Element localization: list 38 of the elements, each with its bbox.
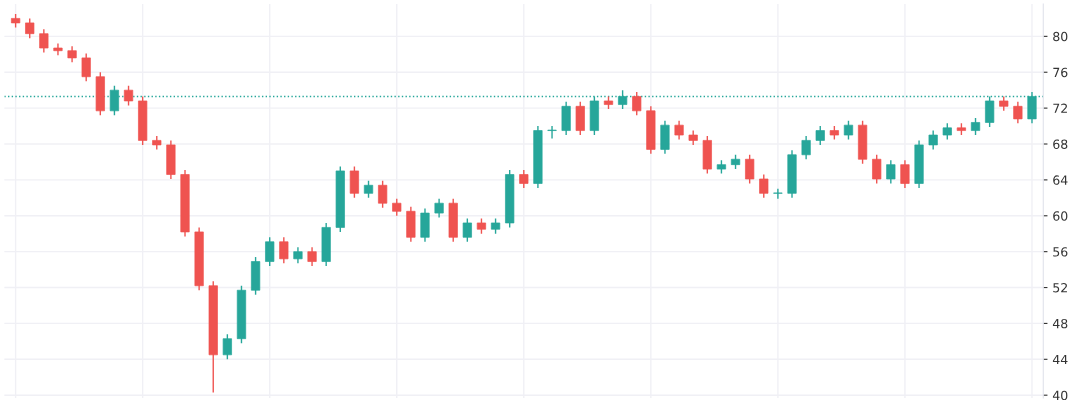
y-tick-label: 60 (1053, 211, 1068, 221)
candlestick (674, 119, 684, 141)
candlestick (81, 52, 91, 82)
y-tick-label: 64 (1053, 175, 1068, 185)
y-tick-label: 52 (1053, 283, 1067, 293)
candlestick (123, 84, 134, 107)
candlestick (349, 165, 359, 199)
candlestick (39, 28, 49, 54)
candlestick (632, 91, 642, 116)
candlestick (759, 173, 769, 199)
candlestick (900, 159, 910, 189)
y-tick-label: 44 (1052, 354, 1068, 365)
candlestick (222, 333, 232, 361)
y-tick-label: 76 (1053, 67, 1068, 78)
y-tick-label: 68 (1053, 139, 1068, 149)
candlestick (815, 125, 825, 146)
candlestick (745, 154, 755, 185)
candlestick (307, 246, 317, 267)
candlestick (25, 17, 35, 39)
y-tick-label: 40 (1052, 390, 1068, 401)
y-tick-label: 56 (1053, 247, 1068, 257)
candlestick (1027, 91, 1037, 125)
candlestick (265, 236, 275, 267)
candlestick (801, 135, 811, 160)
candlestick (378, 180, 388, 209)
candlestick (279, 236, 289, 265)
candlestick (928, 129, 938, 151)
candlestick (843, 119, 854, 141)
candlestick (462, 217, 472, 243)
candlestick (547, 125, 557, 140)
y-tick-label: 72 (1053, 103, 1067, 113)
y-tick-label: 48 (1052, 318, 1068, 329)
candlestick (886, 159, 896, 185)
candlestick (773, 188, 783, 200)
candlestick (434, 198, 444, 219)
candlestick (1013, 101, 1023, 125)
y-tick-label: 80 (1053, 31, 1068, 42)
candlestick (872, 154, 882, 185)
